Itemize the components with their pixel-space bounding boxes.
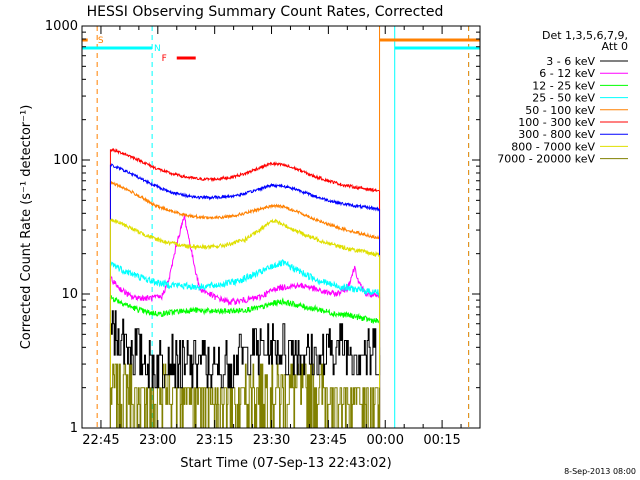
date-stamp: 8-Sep-2013 08:00 <box>564 467 636 476</box>
series-line-2 <box>109 294 380 324</box>
flag-label-night: N <box>154 44 161 54</box>
series-line-7 <box>109 218 380 257</box>
series-line-3 <box>109 259 380 298</box>
series-line-0 <box>110 310 381 389</box>
y-tick-label: 1 <box>70 421 78 436</box>
legend-label: 300 - 800 keV <box>518 128 595 141</box>
axes: 22:45 23:00 23:15 23:30 23:45 00:00 00:15 1 10 10… <box>45 19 481 448</box>
series-line-1 <box>109 214 380 306</box>
plot-frame <box>81 25 481 429</box>
plot-area: S NF <box>82 26 480 428</box>
legend-label: 25 - 50 keV <box>532 92 595 105</box>
legend-header-line-1: Det 1,3,5,6,7,9, <box>542 29 628 42</box>
series-line-5 <box>109 147 380 193</box>
series-line-8 <box>110 363 380 428</box>
x-tick-label: 00:00 <box>367 433 404 448</box>
flag-label-flare: F <box>162 54 167 64</box>
legend-label: 100 - 300 keV <box>518 116 595 129</box>
y-tick-label: 1000 <box>45 19 78 34</box>
legend-header-line-2: Att 0 <box>602 40 628 53</box>
y-tick-label: 10 <box>61 287 78 302</box>
y-axis-label: Corrected Count Rate (s⁻¹ detector⁻¹) <box>19 105 34 350</box>
legend-label: 50 - 100 keV <box>525 104 595 117</box>
y-tick-label: 100 <box>53 153 78 168</box>
legend-label: 6 - 12 keV <box>539 67 595 80</box>
series-line-4 <box>109 180 380 240</box>
x-tick-label: 23:00 <box>139 433 176 448</box>
chart-title: HESSI Observing Summary Count Rates, Cor… <box>87 4 444 20</box>
x-axis-label: Start Time (07-Sep-13 22:43:02) <box>180 456 391 471</box>
x-tick-label: 23:15 <box>196 433 233 448</box>
x-tick-label: 22:45 <box>82 433 119 448</box>
x-tick-label: 23:30 <box>253 433 290 448</box>
x-tick-label: 00:15 <box>423 433 460 448</box>
x-tick-label: 23:45 <box>310 433 347 448</box>
legend-label: 12 - 25 keV <box>532 79 595 92</box>
legend-label: 800 - 7000 keV <box>511 140 595 153</box>
legend-label: 7000 - 20000 keV <box>497 153 595 166</box>
flag-label-saa: S <box>98 36 104 46</box>
legend-label: 3 - 6 keV <box>546 55 595 68</box>
series-line-6 <box>109 163 380 212</box>
